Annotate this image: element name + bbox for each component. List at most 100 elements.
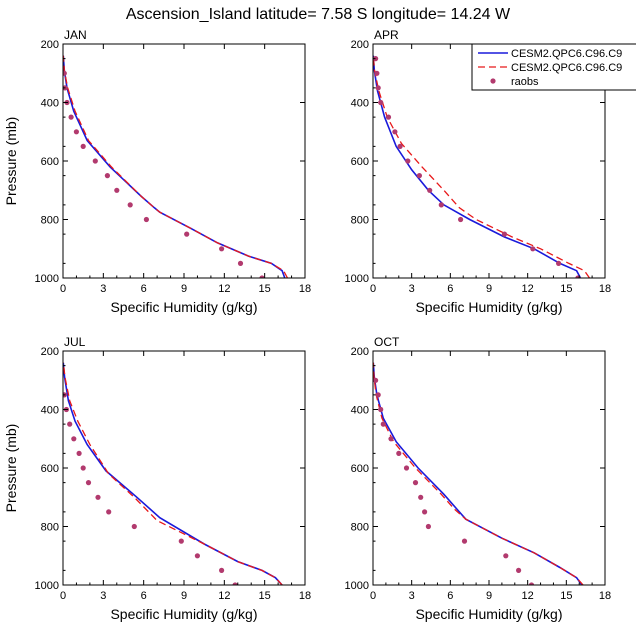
raobs-point	[67, 421, 73, 427]
x-tick-label: 15	[560, 590, 572, 602]
legend-box	[471, 43, 636, 91]
raobs-point	[380, 421, 386, 427]
raobs-point	[95, 494, 101, 500]
raobs-point	[92, 158, 98, 164]
series-line-1	[63, 55, 286, 278]
raobs-point	[73, 129, 79, 135]
raobs-point	[374, 70, 380, 76]
series-line-2	[63, 55, 289, 278]
raobs-point	[392, 129, 398, 135]
raobs-point	[63, 70, 67, 76]
raobs-point	[131, 523, 137, 530]
raobs-point	[405, 158, 411, 164]
legend-label: CESM2.QPC6.C96.C9	[511, 48, 622, 60]
raobs-point	[114, 187, 120, 193]
y-tick-label: 800	[351, 215, 369, 227]
x-tick-label: 6	[447, 283, 453, 295]
raobs-point	[425, 523, 431, 530]
series-line-2	[373, 362, 584, 585]
legend: CESM2.QPC6.C96.C9 CESM2.QPC6.C96.C9 raobs	[471, 43, 636, 91]
raobs-point	[71, 436, 77, 442]
x-tick-label: 12	[522, 283, 534, 295]
x-tick-label: 12	[218, 590, 230, 602]
y-tick-label: 600	[351, 463, 369, 475]
raobs-point	[416, 173, 422, 179]
raobs-point	[378, 406, 384, 413]
y-tick-label: 600	[351, 156, 369, 168]
series-line-1	[63, 362, 283, 585]
x-tick-label: 6	[447, 590, 453, 602]
x-tick-label: 18	[299, 283, 311, 295]
x-tick-label: 0	[60, 590, 66, 602]
x-tick-label: 15	[259, 283, 271, 295]
plot-area-jan	[63, 55, 289, 278]
raobs-point	[375, 392, 381, 398]
y-tick-label: 800	[41, 215, 59, 227]
raobs-point	[143, 216, 149, 223]
y-tick-label: 800	[41, 522, 59, 534]
panel-apr: 0 3 6 9 12 15 18 200 400 600 800 1000 APR Specific Hu…	[345, 28, 612, 315]
raobs-point	[178, 538, 184, 544]
raobs-point	[127, 202, 133, 208]
raobs-point	[232, 582, 238, 585]
x-tick-label: 3	[100, 590, 106, 602]
y-tick-label: 400	[41, 405, 59, 417]
raobs-point	[237, 260, 244, 266]
plot-frame	[62, 43, 306, 279]
raobs-point	[76, 450, 82, 456]
series-line-2	[373, 55, 591, 278]
raobs-point	[373, 56, 379, 62]
x-tick-label: 18	[599, 590, 611, 602]
raobs-point	[373, 377, 379, 383]
y-tick-label: 600	[41, 463, 59, 475]
raobs-point	[412, 480, 419, 486]
x-axis-label: Specific Humidity (g/kg)	[110, 606, 257, 622]
legend-label: CESM2.QPC6.C96.C9	[511, 62, 622, 74]
panel-jul: 0 3 6 9 12 15 18 200 400 600 800 1000 JUL Specific Hu…	[3, 335, 311, 622]
raobs-point	[396, 450, 402, 456]
panel-jan: 0 3 6 9 12 15 18 200 400 600 800 1000 JAN Specific Hu…	[3, 28, 311, 315]
raobs-point	[530, 246, 536, 252]
raobs-point	[80, 143, 86, 149]
x-tick-label: 18	[599, 283, 611, 295]
raobs-point	[422, 509, 428, 515]
y-tick-label: 400	[351, 405, 369, 417]
raobs-point	[458, 216, 464, 223]
x-tick-label: 9	[486, 283, 492, 295]
raobs-point	[503, 553, 509, 559]
plot-area-oct	[373, 362, 584, 585]
x-axis-label: Specific Humidity (g/kg)	[415, 606, 562, 622]
raobs-point	[194, 553, 200, 559]
raobs-point	[501, 231, 508, 237]
x-tick-label: 6	[141, 590, 147, 602]
panel-label: JUL	[64, 335, 86, 349]
x-tick-label: 15	[259, 590, 271, 602]
y-tick-label: 200	[351, 346, 369, 358]
series-line-2	[63, 362, 283, 585]
x-tick-label: 0	[370, 283, 376, 295]
x-tick-label: 9	[181, 590, 187, 602]
x-tick-label: 18	[299, 590, 311, 602]
raobs-point	[427, 187, 433, 193]
raobs-point	[528, 582, 535, 585]
raobs-point	[259, 275, 265, 278]
x-tick-label: 3	[100, 283, 106, 295]
panel-oct: 0 3 6 9 12 15 18 200 400 600 800 1000 OCT Specific Hu…	[345, 335, 612, 622]
legend-swatch-point	[490, 78, 496, 84]
x-tick-label: 9	[181, 283, 187, 295]
y-tick-label: 600	[41, 156, 59, 168]
raobs-point	[438, 202, 444, 208]
y-axis-label: Pressure (mb)	[3, 424, 19, 513]
y-tick-label: 800	[351, 522, 369, 534]
raobs-point	[106, 509, 112, 515]
x-axis-label: Specific Humidity (g/kg)	[415, 299, 562, 315]
raobs-point	[378, 99, 384, 106]
series-line-1	[373, 362, 583, 585]
y-tick-label: 200	[41, 39, 59, 51]
raobs-point	[184, 231, 190, 237]
x-tick-label: 3	[409, 590, 415, 602]
x-axis-label: Specific Humidity (g/kg)	[110, 299, 257, 315]
plot-area-apr	[373, 55, 591, 278]
